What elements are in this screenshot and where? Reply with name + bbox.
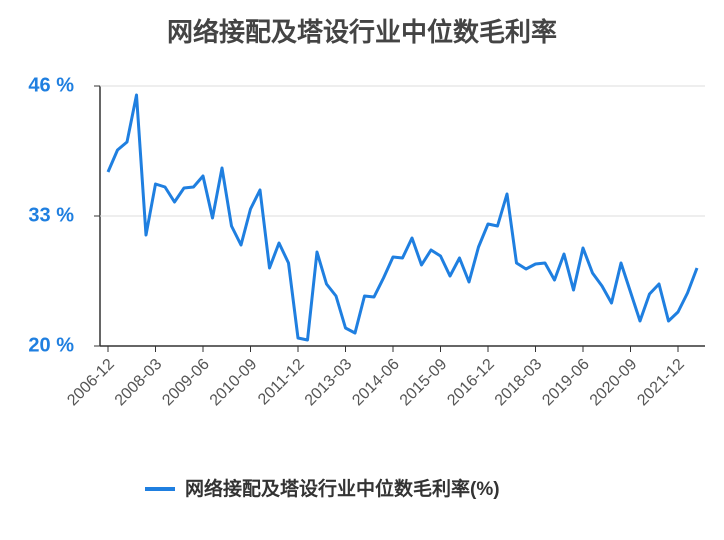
x-tick-label: 2016-12	[444, 356, 498, 410]
data-line	[106, 93, 699, 342]
x-tick-label: 2015-09	[397, 356, 451, 410]
x-tick-label: 2009-06	[159, 356, 213, 410]
x-tick-label: 2019-06	[539, 356, 593, 410]
x-tick-label: 2006-12	[64, 356, 118, 410]
legend-label: 网络接配及塔设行业中位数毛利率(%)	[185, 477, 500, 500]
y-tick-label: 20 %	[28, 334, 74, 356]
x-tick-label: 2011-12	[255, 356, 308, 409]
y-tick-label: 33 %	[28, 204, 74, 226]
x-tick-label: 2013-03	[302, 356, 356, 410]
x-tick-label: 2021-12	[634, 356, 688, 410]
y-tick-label: 46 %	[28, 74, 74, 96]
x-tick-label: 2010-09	[207, 356, 261, 410]
x-tick-label: 2020-09	[587, 356, 641, 410]
x-tick-label: 2008-03	[112, 356, 166, 410]
x-tick-label: 2018-03	[492, 356, 546, 410]
x-tick-label: 2014-06	[349, 356, 403, 410]
chart-title: 网络接配及塔设行业中位数毛利率	[167, 17, 557, 47]
